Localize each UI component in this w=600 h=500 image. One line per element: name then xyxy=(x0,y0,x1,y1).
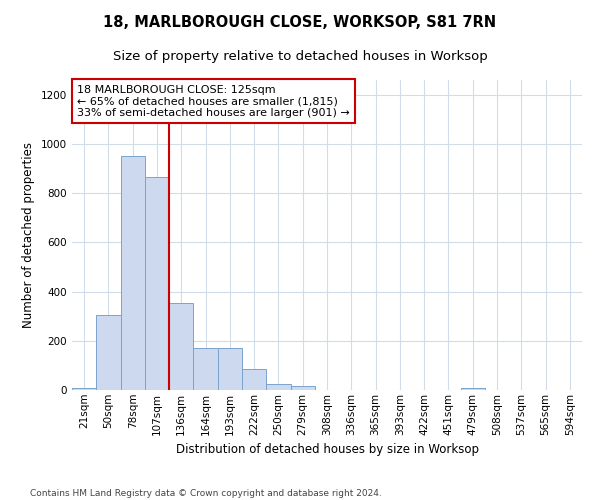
Bar xyxy=(145,177,169,390)
Bar xyxy=(218,348,242,390)
Text: Contains HM Land Registry data © Crown copyright and database right 2024.: Contains HM Land Registry data © Crown c… xyxy=(30,488,382,498)
Bar xyxy=(461,388,485,390)
Y-axis label: Number of detached properties: Number of detached properties xyxy=(22,142,35,328)
X-axis label: Distribution of detached houses by size in Worksop: Distribution of detached houses by size … xyxy=(176,443,479,456)
Bar xyxy=(96,315,121,390)
Bar xyxy=(193,348,218,390)
Bar xyxy=(266,384,290,390)
Text: 18, MARLBOROUGH CLOSE, WORKSOP, S81 7RN: 18, MARLBOROUGH CLOSE, WORKSOP, S81 7RN xyxy=(103,15,497,30)
Bar xyxy=(290,386,315,390)
Bar xyxy=(72,388,96,390)
Text: 18 MARLBOROUGH CLOSE: 125sqm
← 65% of detached houses are smaller (1,815)
33% of: 18 MARLBOROUGH CLOSE: 125sqm ← 65% of de… xyxy=(77,84,350,118)
Bar xyxy=(169,302,193,390)
Bar xyxy=(242,369,266,390)
Text: Size of property relative to detached houses in Worksop: Size of property relative to detached ho… xyxy=(113,50,487,63)
Bar xyxy=(121,156,145,390)
